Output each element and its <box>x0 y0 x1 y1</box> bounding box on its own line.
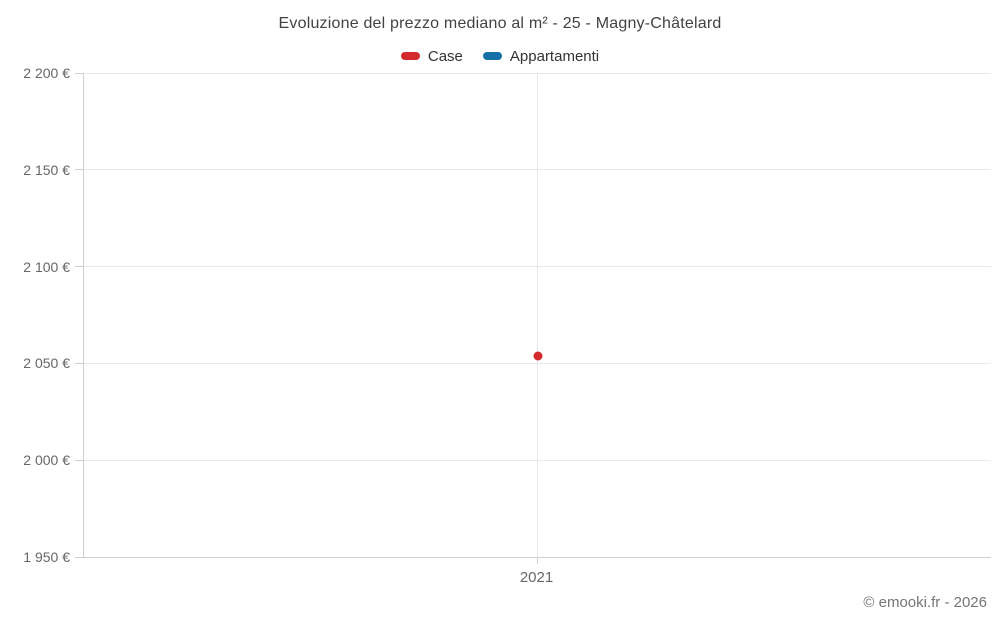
copyright-text: © emooki.fr - 2026 <box>863 594 987 611</box>
y-axis-tick <box>75 362 83 364</box>
legend-item-case[interactable]: Case <box>400 47 463 65</box>
gridline <box>537 73 538 557</box>
y-axis-label: 2 000 € <box>23 452 70 469</box>
legend-item-appartamenti[interactable]: Appartamenti <box>482 47 600 65</box>
chart-title: Evoluzione del prezzo mediano al m² - 25… <box>278 15 722 32</box>
case-series-swatch-icon <box>400 52 420 60</box>
legend-label-case: Case <box>427 47 463 65</box>
y-axis-label: 2 100 € <box>23 258 70 275</box>
y-axis-tick <box>75 459 83 461</box>
y-axis-tick <box>75 72 83 74</box>
y-axis-tick <box>75 169 83 171</box>
y-axis-tick <box>75 266 83 268</box>
y-axis-label: 2 150 € <box>23 161 70 178</box>
data-point-case[interactable] <box>533 351 542 361</box>
plot-area <box>75 72 991 564</box>
y-axis-tick <box>75 556 83 558</box>
x-axis-tick <box>537 558 538 564</box>
appartamenti-series-swatch-icon <box>482 52 502 60</box>
y-axis-label: 2 050 € <box>23 355 70 372</box>
x-axis-label: 2021 <box>519 569 554 586</box>
y-axis-label: 1 950 € <box>23 549 70 565</box>
legend: Case Appartamenti <box>0 46 1000 66</box>
legend-label-appartamenti: Appartamenti <box>509 47 600 65</box>
y-axis-label: 2 200 € <box>23 65 70 81</box>
